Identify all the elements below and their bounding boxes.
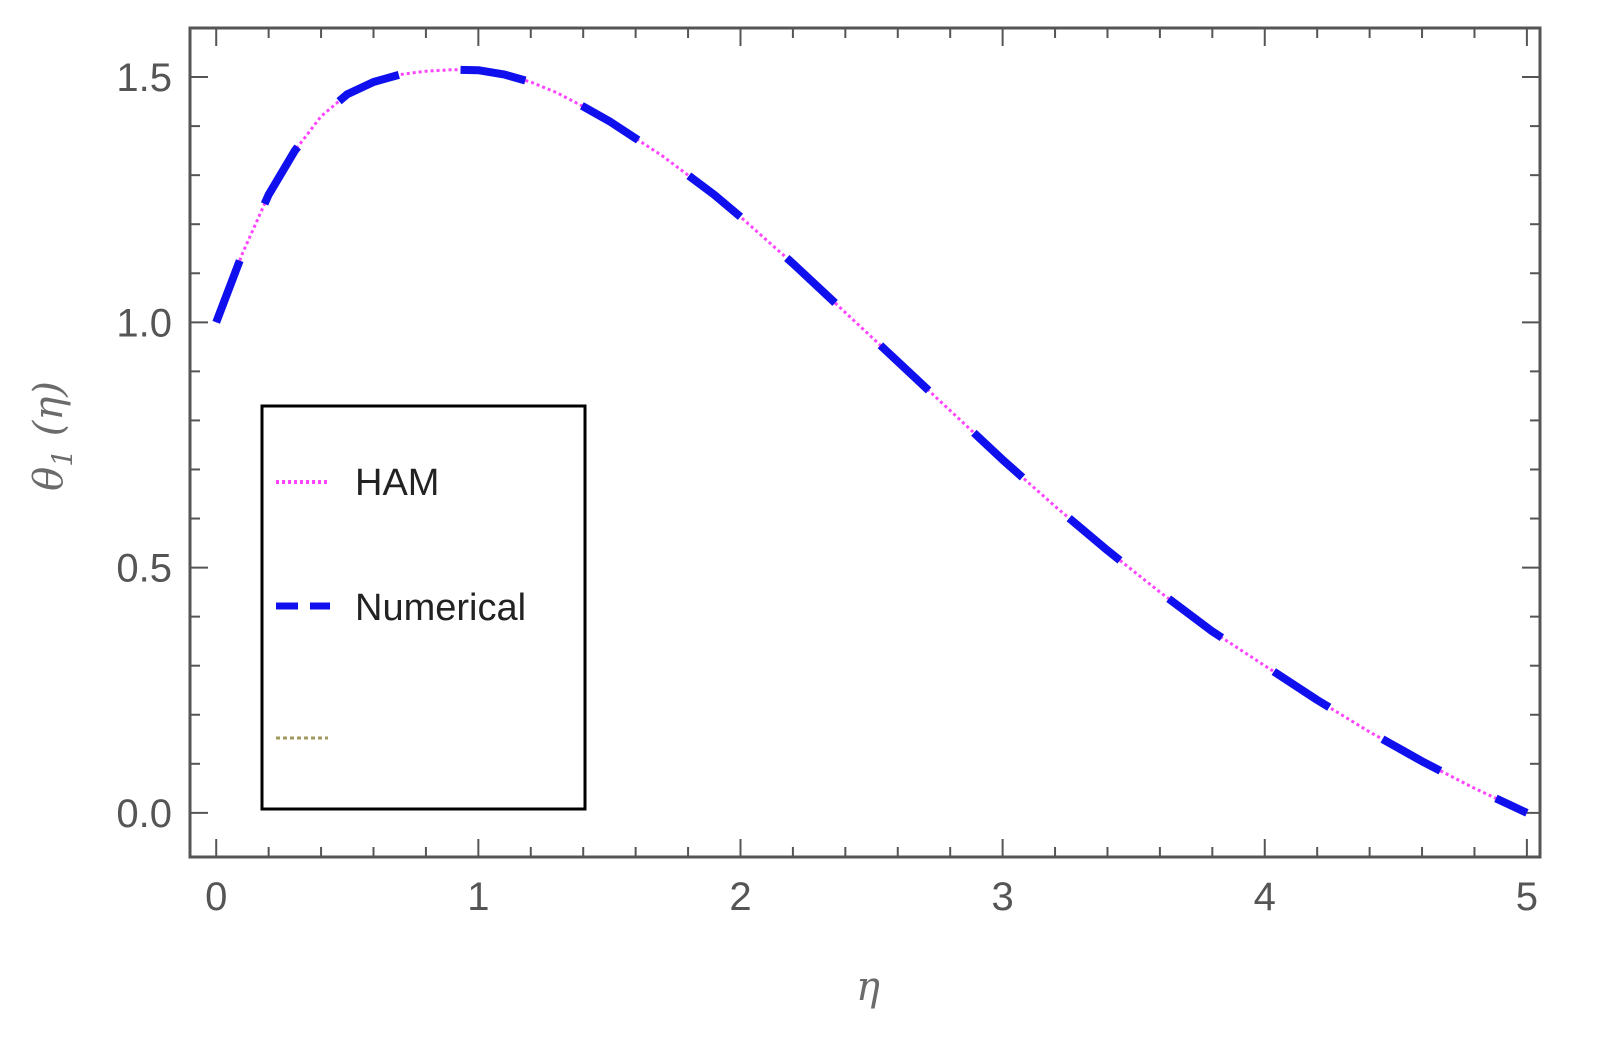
y-tick-label: 0.5 (116, 547, 172, 591)
x-tick-label: 0 (205, 875, 227, 919)
x-tick-label: 1 (467, 875, 489, 919)
series-layer (212, 65, 1529, 817)
x-tick-label: 2 (729, 875, 751, 919)
y-axis-label-base: θ (26, 467, 72, 491)
x-axis-label: η (856, 964, 880, 1010)
y-tick-labels: 0.0 0.5 1.0 1.5 (116, 56, 172, 836)
legend: HAM Numerical (260, 404, 587, 811)
axis-ticks (190, 27, 1540, 857)
x-tick-label: 3 (991, 875, 1013, 919)
x-tick-label: 5 (1516, 875, 1538, 919)
y-axis-label-sub: 1 (46, 449, 79, 467)
y-axis-label: θ1 (η) (26, 381, 79, 491)
y-axis-label-arg: (η) (26, 381, 72, 449)
x-tick-label: 4 (1254, 875, 1276, 919)
y-tick-label: 1.0 (116, 301, 172, 345)
legend-label-ham: HAM (355, 462, 439, 504)
series-line-numerical (212, 65, 1529, 817)
plot-frame (188, 26, 1542, 859)
y-tick-label: 1.5 (116, 56, 172, 100)
x-tick-labels: 0 1 2 3 4 5 (205, 875, 1538, 919)
legend-label-numerical: Numerical (355, 587, 526, 629)
y-tick-label: 0.0 (116, 792, 172, 836)
plot-border (188, 26, 1542, 859)
